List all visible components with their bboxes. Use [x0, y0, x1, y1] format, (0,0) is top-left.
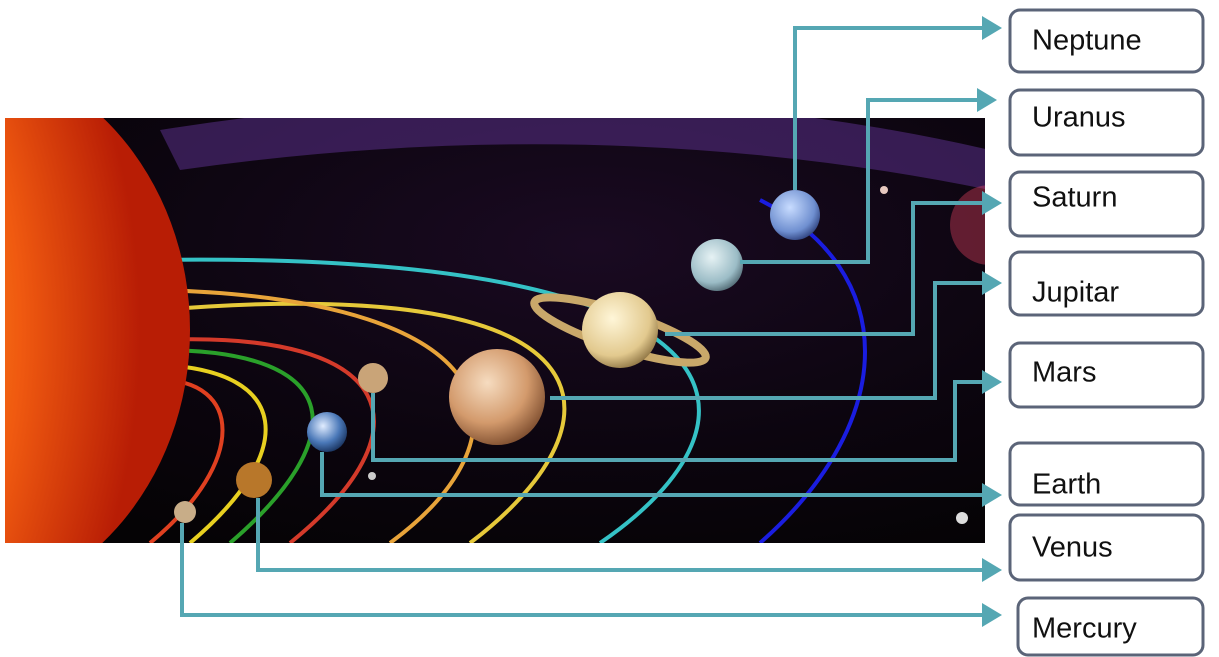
planet-label: Mercury — [1032, 613, 1137, 645]
label-box — [1016, 596, 1205, 657]
space-image — [5, 118, 985, 543]
label-box — [1008, 8, 1205, 74]
label-box — [1008, 341, 1205, 409]
planet-label: Venus — [1032, 532, 1113, 564]
label-box — [1008, 88, 1205, 157]
planet-label: Earth — [1032, 469, 1101, 501]
planet-label: Saturn — [1032, 182, 1117, 214]
planet-label: Jupitar — [1032, 277, 1119, 309]
planet-label: Neptune — [1032, 25, 1142, 57]
planet-label: Mars — [1032, 357, 1096, 389]
label-box — [1008, 441, 1205, 507]
arrows — [180, 16, 1002, 627]
planet-label: Uranus — [1032, 102, 1126, 134]
label-box — [1008, 513, 1205, 582]
label-box — [1008, 250, 1205, 317]
labels: Neptune Uranus Saturn Jupitar Mars Earth… — [1008, 8, 1205, 657]
label-box — [1008, 170, 1205, 238]
